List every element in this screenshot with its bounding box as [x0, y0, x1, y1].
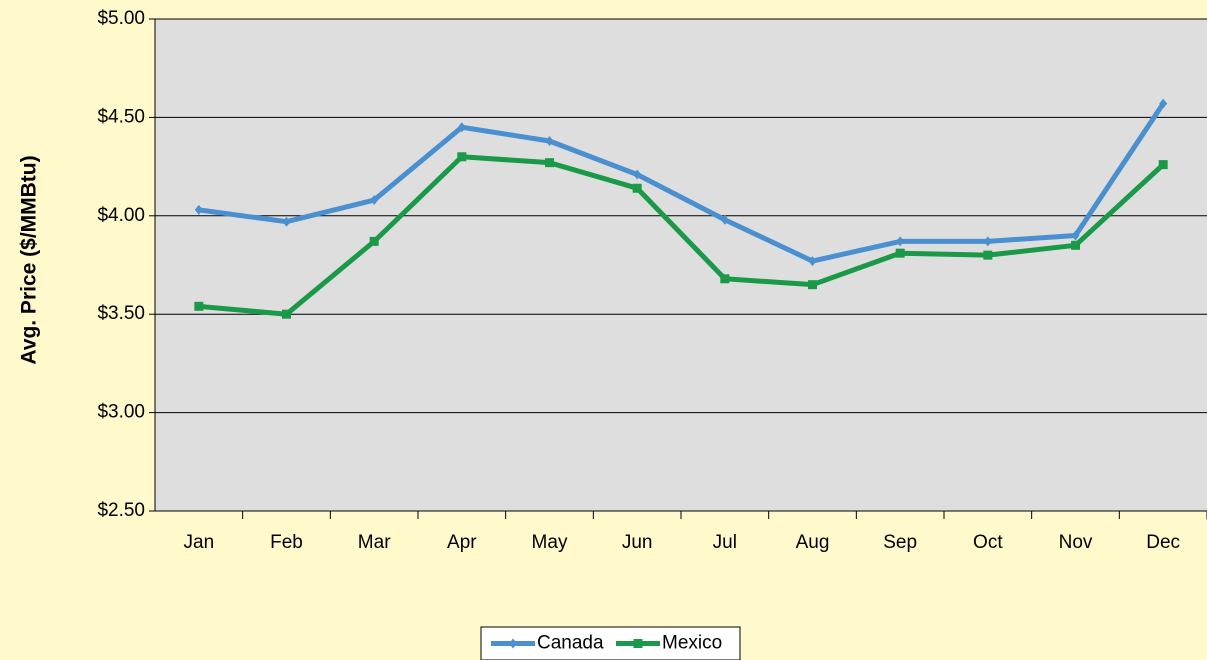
marker	[895, 248, 905, 258]
y-axis-title: Avg. Price ($/MMBtu)	[18, 155, 41, 364]
line	[198, 102, 1166, 264]
marker	[1071, 230, 1080, 241]
marker	[194, 204, 203, 215]
marker	[983, 250, 993, 260]
marker	[457, 152, 467, 162]
x-tick-label: Mar	[358, 532, 391, 553]
marker	[457, 122, 466, 133]
marker	[633, 639, 643, 648]
marker	[545, 136, 554, 147]
x-tick-label: Sep	[883, 532, 917, 553]
x-tick-label: Jun	[622, 532, 653, 553]
marker	[1071, 240, 1080, 250]
marker	[509, 638, 517, 649]
x-tick-label: Jul	[713, 532, 737, 553]
marker	[194, 301, 204, 311]
marker	[808, 280, 817, 290]
marker	[896, 236, 905, 247]
marker	[808, 256, 817, 267]
x-tick-label: Feb	[270, 532, 303, 553]
legend: Canada Mexico	[480, 626, 741, 660]
series	[194, 152, 1168, 319]
line	[198, 154, 1165, 317]
series	[194, 98, 1168, 267]
y-tick-label: $3.50	[97, 303, 145, 324]
x-tick-label: May	[532, 532, 568, 553]
plot-area	[155, 19, 1207, 511]
marker	[720, 274, 730, 284]
marker	[369, 236, 379, 246]
marker	[983, 236, 992, 247]
marker	[370, 195, 379, 206]
legend-label: Canada	[537, 633, 604, 654]
y-tick-label: $4.00	[97, 205, 145, 226]
marker	[632, 183, 642, 193]
marker	[282, 309, 291, 319]
x-tick-label: Aug	[796, 532, 830, 553]
x-tick-label: Dec	[1146, 532, 1180, 553]
legend-label: Mexico	[662, 633, 722, 654]
y-tick-label: $2.50	[97, 500, 145, 521]
x-tick-label: Nov	[1059, 532, 1093, 553]
y-tick-label: $3.00	[97, 402, 145, 423]
marker	[633, 169, 642, 180]
y-tick-label: $5.00	[97, 8, 145, 29]
x-tick-label: Apr	[447, 532, 477, 553]
marker	[1159, 98, 1168, 109]
x-tick-label: Oct	[973, 532, 1003, 553]
marker	[282, 216, 291, 227]
y-tick-label: $4.50	[97, 106, 145, 127]
x-tick-label: Jan	[184, 532, 215, 553]
marker	[1158, 160, 1168, 170]
marker	[545, 158, 554, 168]
marker	[720, 214, 729, 225]
